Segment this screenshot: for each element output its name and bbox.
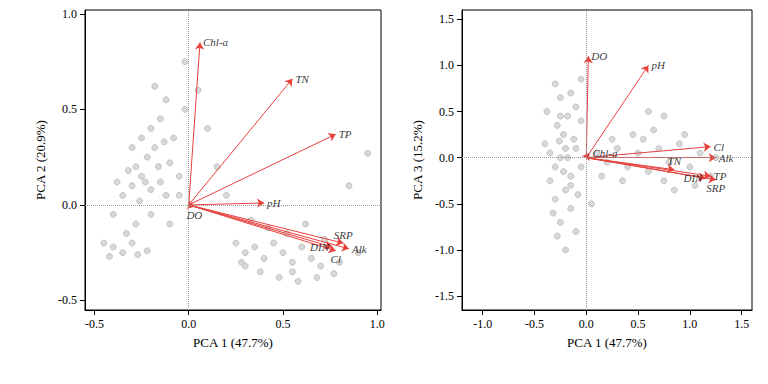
svg-text:DIN: DIN bbox=[309, 241, 330, 253]
svg-text:0.5: 0.5 bbox=[439, 105, 454, 119]
svg-text:1.5: 1.5 bbox=[439, 12, 454, 26]
svg-text:SRP: SRP bbox=[334, 229, 353, 241]
svg-text:-0.5: -0.5 bbox=[85, 317, 104, 331]
svg-text:0.5: 0.5 bbox=[631, 317, 646, 331]
svg-text:1.0: 1.0 bbox=[370, 317, 385, 331]
svg-text:DIN: DIN bbox=[682, 172, 703, 184]
svg-text:PCA 2 (20.9%): PCA 2 (20.9%) bbox=[33, 120, 48, 200]
svg-text:Alk: Alk bbox=[351, 243, 368, 255]
svg-text:TP: TP bbox=[714, 170, 727, 182]
svg-text:TN: TN bbox=[295, 73, 309, 85]
svg-text:DO: DO bbox=[185, 209, 202, 221]
svg-text:pH: pH bbox=[650, 59, 666, 71]
svg-text:TP: TP bbox=[339, 128, 352, 140]
svg-text:0.0: 0.0 bbox=[439, 151, 454, 165]
svg-text:Chl-a: Chl-a bbox=[592, 147, 618, 160]
svg-text:DO: DO bbox=[590, 50, 607, 62]
svg-text:pH: pH bbox=[266, 197, 282, 209]
svg-text:0.0: 0.0 bbox=[62, 198, 77, 212]
svg-text:1.0: 1.0 bbox=[62, 7, 77, 21]
svg-text:PCA 3 (15.2%): PCA 3 (15.2%) bbox=[410, 120, 425, 200]
svg-text:Cl: Cl bbox=[713, 140, 724, 153]
svg-text:SRP: SRP bbox=[706, 182, 725, 194]
svg-text:PCA 1 (47.7%): PCA 1 (47.7%) bbox=[567, 335, 647, 350]
svg-text:-1.0: -1.0 bbox=[435, 243, 454, 257]
svg-text:Chl-a: Chl-a bbox=[203, 36, 229, 48]
svg-text:PCA 1 (47.7%): PCA 1 (47.7%) bbox=[193, 335, 273, 350]
svg-text:1.5: 1.5 bbox=[734, 317, 749, 331]
svg-text:Alk: Alk bbox=[718, 151, 734, 164]
svg-text:0.5: 0.5 bbox=[62, 102, 77, 116]
svg-text:-0.5: -0.5 bbox=[435, 197, 454, 211]
svg-text:0.5: 0.5 bbox=[275, 317, 290, 331]
svg-text:0.0: 0.0 bbox=[181, 317, 196, 331]
svg-text:-0.5: -0.5 bbox=[525, 317, 544, 331]
svg-text:1.0: 1.0 bbox=[682, 317, 697, 331]
svg-text:-1.0: -1.0 bbox=[473, 317, 492, 331]
svg-text:TN: TN bbox=[668, 155, 682, 167]
svg-text:1.0: 1.0 bbox=[439, 58, 454, 72]
svg-text:-0.5: -0.5 bbox=[58, 293, 77, 307]
svg-text:Cl: Cl bbox=[331, 253, 341, 265]
svg-text:0.0: 0.0 bbox=[579, 317, 594, 331]
svg-text:-1.5: -1.5 bbox=[435, 289, 454, 303]
